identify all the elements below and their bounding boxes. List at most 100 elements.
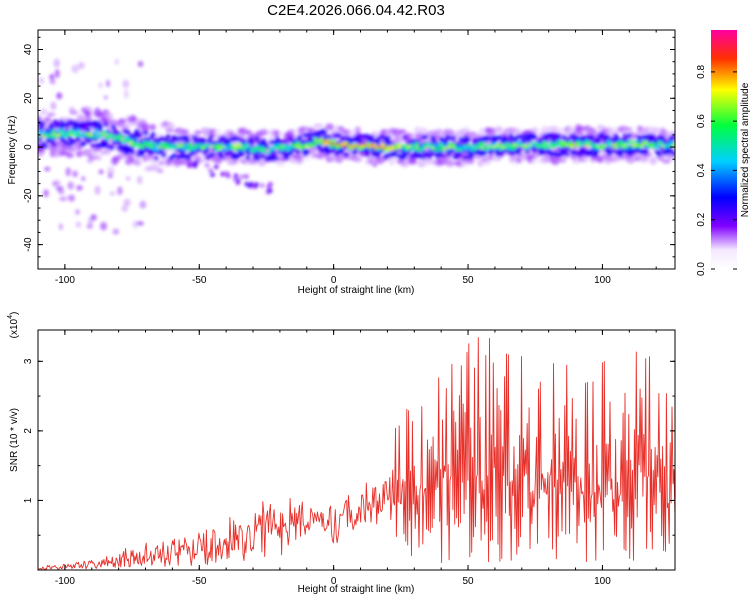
spectrogram-band-cell [341, 135, 347, 141]
spectrogram-band-cell [103, 138, 109, 144]
spectrogram-core-cell [121, 139, 126, 144]
spectrogram-band-cell [484, 135, 490, 141]
spectrogram-band-cell [446, 135, 452, 141]
snr-x-axis: -100 -50 0 50 100 [37, 330, 657, 587]
spectrogram-halo-cell [625, 127, 633, 132]
spectrogram-band-cell [508, 134, 514, 140]
spectrogram-outlier-cell [90, 214, 97, 221]
snr-y-scale-exponent: 4 [7, 315, 14, 319]
spectrogram-halo-cell [66, 152, 74, 159]
spectrogram-peak-cell [451, 145, 455, 149]
spectrogram-band-cell [48, 123, 54, 129]
spectrogram-outlier-cell [50, 101, 57, 111]
spectrogram-tail-cell [225, 173, 231, 179]
spectrogram-band-cell [280, 151, 286, 156]
spectrogram-band-cell [209, 152, 216, 158]
spectrogram-halo-cell [353, 156, 363, 163]
spectrogram-core-cell [256, 144, 262, 148]
spectrogram-halo-cell [445, 159, 455, 167]
spectrogram-outlier-cell [117, 186, 123, 196]
spectrogram-outlier-cell [94, 185, 101, 196]
spectrogram-band-cell [427, 154, 433, 160]
snr-y-tick-label: 3 [23, 358, 34, 364]
spectrogram-halo-cell [495, 126, 503, 134]
spectrogram-core-cell [606, 140, 611, 144]
spectrogram-band-cell [521, 138, 527, 144]
spectrogram-band-cell [523, 133, 529, 139]
spectrogram-core-cell [90, 134, 95, 139]
spectrogram-band-cell [149, 149, 155, 155]
spectrogram-core-cell [60, 128, 65, 133]
spectrogram-core-cell [605, 143, 610, 147]
spectrogram-peak-cell [443, 146, 447, 150]
snr-y-tick-label: 2 [23, 428, 34, 434]
spectrogram-band-cell [532, 134, 538, 140]
spectrogram-peak-cell [362, 143, 367, 146]
spectrogram-core-cell [480, 141, 486, 146]
spectrogram-band-cell [208, 134, 214, 140]
chart-title: C2E4.2026.066.04.42.R03 [267, 2, 445, 19]
spectrogram-core-cell [434, 144, 439, 148]
spectrogram-core-cell [618, 140, 623, 145]
spectrogram-outlier-cell [122, 79, 130, 89]
spectrogram-band-cell [288, 150, 294, 156]
spectrogram-peak-cell [121, 137, 125, 141]
spectrogram-halo-cell [39, 108, 48, 116]
spectrogram-band-cell [297, 135, 303, 140]
colorbar-axis: 0.0 0.2 0.4 0.6 0.8 [696, 64, 737, 276]
spectrogram-band-cell [336, 133, 343, 139]
spectrogram-core-cell [511, 146, 516, 151]
spectrogram-band-cell [143, 130, 149, 136]
spectrogram-halo-cell [168, 123, 176, 129]
spectrogram-band-cell [322, 129, 328, 135]
spectrogram-outlier-cell [125, 176, 131, 181]
spectrogram-band-cell [90, 142, 96, 148]
spectrogram-halo-cell [575, 131, 585, 137]
spectrogram-x-axis: -100 -50 0 50 100 [37, 30, 657, 286]
spectrogram-halo-cell [407, 158, 417, 165]
spectrogram-tail-cell [192, 163, 198, 169]
spectrogram-outlier-cell [81, 176, 86, 182]
spectrogram-x-tick-label: 50 [462, 275, 474, 286]
spectrogram-band-cell [171, 153, 177, 158]
snr-x-tick-label: 0 [331, 576, 337, 587]
spectrogram-band-cell [274, 136, 281, 142]
spectrogram-peak-cell [379, 145, 383, 148]
spectrogram-peak-cell [84, 132, 88, 135]
spectrogram-peak-cell [104, 133, 109, 136]
spectrogram-peak-cell [217, 146, 222, 149]
spectrogram-peak-cell [391, 144, 395, 147]
spectrogram-halo-cell [197, 159, 206, 164]
spectrogram-band-cell [263, 141, 269, 147]
spectrogram-peak-cell [233, 144, 238, 148]
spectrogram-peak-cell [149, 142, 153, 146]
spectrogram-halo-cell [149, 124, 157, 131]
snr-frame [37, 329, 676, 571]
spectrogram-outlier-cell [49, 78, 56, 85]
spectrogram-outlier-cell [70, 196, 75, 202]
spectrogram-band-cell [239, 150, 245, 155]
spectrogram-band-cell [254, 136, 260, 142]
spectrogram-peak-cell [326, 139, 330, 143]
spectrogram-peak-cell [354, 144, 359, 148]
spectrogram-halo-cell [531, 157, 542, 164]
spectrogram-band-cell [302, 132, 309, 138]
spectrogram-outlier-cell [71, 64, 79, 74]
spectrogram-outlier-cell [56, 92, 63, 100]
spectrogram-core-cell [50, 135, 55, 139]
snr-y-label: SNR (10 * v/v) [9, 408, 20, 472]
spectrogram-halo-cell [650, 127, 660, 135]
spectrogram-core-cell [448, 142, 453, 147]
spectrogram-peak-cell [209, 145, 213, 148]
spectrogram-outlier-cell [105, 79, 111, 88]
spectrogram-tail-cell [235, 180, 241, 186]
spectrogram-band-cell [656, 151, 662, 157]
spectrogram-peak-cell [447, 145, 451, 149]
spectrogram-halo-cell [325, 123, 335, 131]
spectrogram-band-cell [517, 147, 523, 153]
spectrogram-outlier-cell [54, 153, 61, 158]
spectrogram-outlier-cell [106, 166, 115, 175]
spectrogram-core-cell [132, 142, 137, 147]
spectrogram-tail-cell [210, 172, 216, 178]
